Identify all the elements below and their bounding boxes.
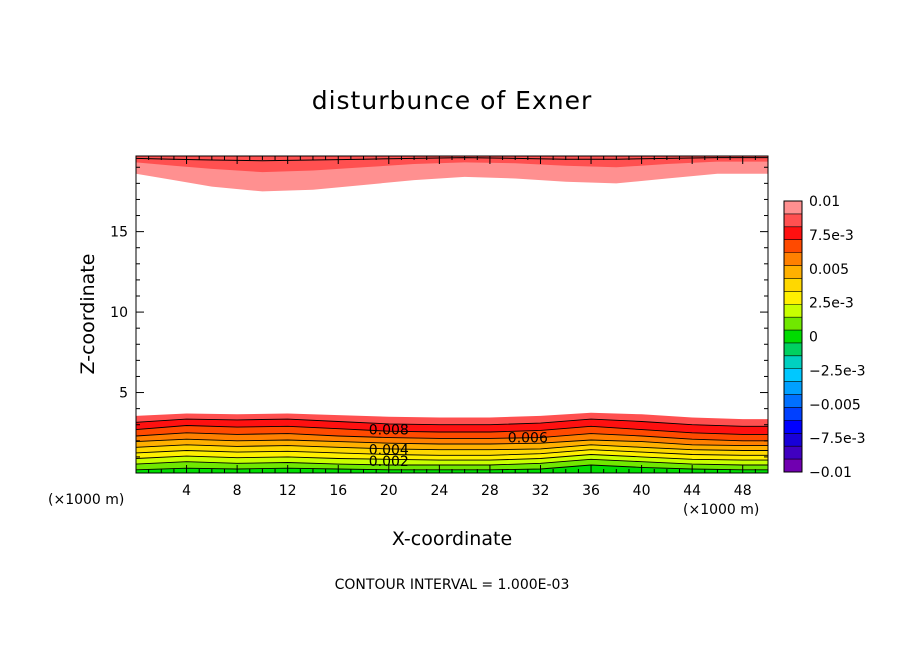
colorbar-swatch-12 xyxy=(784,355,802,370)
bottom-contour-line-6 xyxy=(136,449,768,456)
contour-label-2: 0.004 xyxy=(369,443,409,459)
colorbar-swatch-6 xyxy=(784,278,802,292)
x-tick-label-28: 28 xyxy=(481,483,499,499)
colorbar-swatch-1 xyxy=(784,213,802,228)
x-axis-label: X-coordinate xyxy=(391,528,513,550)
x-tick-label-16: 16 xyxy=(329,483,347,499)
y-tick-label-10: 10 xyxy=(110,305,128,321)
x-tick-label-48: 48 xyxy=(734,483,752,499)
y-axis-label: Z-coordinate xyxy=(77,253,99,375)
y-tick-label-5: 5 xyxy=(119,386,128,402)
colorbar-swatch-15 xyxy=(784,394,802,408)
x-tick-label-40: 40 xyxy=(633,483,651,499)
colorbar-frame xyxy=(783,200,803,473)
x-tick-label-20: 20 xyxy=(380,483,398,499)
colorbar-label-8: −0.01 xyxy=(809,465,852,481)
contour-label-3: 0.002 xyxy=(369,454,409,470)
x-tick-label-44: 44 xyxy=(683,483,701,499)
colorbar-swatch-2 xyxy=(784,226,802,241)
bottom-contour-line-5 xyxy=(136,444,768,451)
colorbar-swatch-9 xyxy=(784,317,802,331)
colorbar-swatch-8 xyxy=(784,304,802,318)
x-tick-label-12: 12 xyxy=(279,483,297,499)
bottom-contour-line-7 xyxy=(136,454,768,461)
colorbar-swatch-19 xyxy=(784,446,802,460)
colorbar-swatch-17 xyxy=(784,420,802,434)
contour-label-1: 0.006 xyxy=(508,431,548,447)
contour-interval-note: CONTOUR INTERVAL = 1.000E-03 xyxy=(334,577,570,593)
colorbar-swatch-16 xyxy=(784,407,802,421)
colorbar-swatch-11 xyxy=(784,342,802,357)
bottom-contour-line-4 xyxy=(136,438,768,447)
bottom-contour-line-1 xyxy=(136,418,768,427)
colorbar-swatch-13 xyxy=(784,368,802,383)
x-tick-label-32: 32 xyxy=(532,483,550,499)
colorbar-swatch-5 xyxy=(784,265,802,279)
x-tick-label-4: 4 xyxy=(182,483,191,499)
colorbar-label-2: 0.005 xyxy=(809,262,849,278)
x-tick-label-8: 8 xyxy=(233,483,242,499)
x-tick-label-24: 24 xyxy=(430,483,448,499)
bottom-contour-line-8 xyxy=(136,458,768,466)
colorbar-label-1: 7.5e-3 xyxy=(809,228,854,244)
colorbar-swatch-3 xyxy=(784,239,802,254)
colorbar-label-6: −0.005 xyxy=(809,397,861,413)
bottom-contour-line-2 xyxy=(136,425,768,435)
bottom-band-fill-9 xyxy=(136,465,768,473)
colorbar-swatch-4 xyxy=(784,252,802,267)
y-tick-label-15: 15 xyxy=(110,225,128,241)
contour-label-0: 0.008 xyxy=(369,423,409,439)
bottom-contour-line-3 xyxy=(136,432,768,442)
colorbar-swatch-20 xyxy=(784,459,802,473)
x-tick-label-36: 36 xyxy=(582,483,600,499)
colorbar-swatch-14 xyxy=(784,381,802,396)
colorbar-swatch-10 xyxy=(784,330,802,344)
chart-title: disturbunce of Exner xyxy=(311,86,593,115)
colorbar-swatch-18 xyxy=(784,433,802,447)
colorbar-label-0: 0.01 xyxy=(809,194,840,210)
x-unit-label-left: (×1000 m) xyxy=(48,492,125,508)
x-unit-label-right: (×1000 m) xyxy=(683,502,760,518)
colorbar-swatch-0 xyxy=(784,201,802,215)
colorbar-label-7: −7.5e-3 xyxy=(809,431,866,447)
colorbar-label-5: −2.5e-3 xyxy=(809,363,866,379)
colorbar-swatch-7 xyxy=(784,291,802,305)
colorbar-label-4: 0 xyxy=(809,330,818,346)
colorbar-label-3: 2.5e-3 xyxy=(809,296,854,312)
